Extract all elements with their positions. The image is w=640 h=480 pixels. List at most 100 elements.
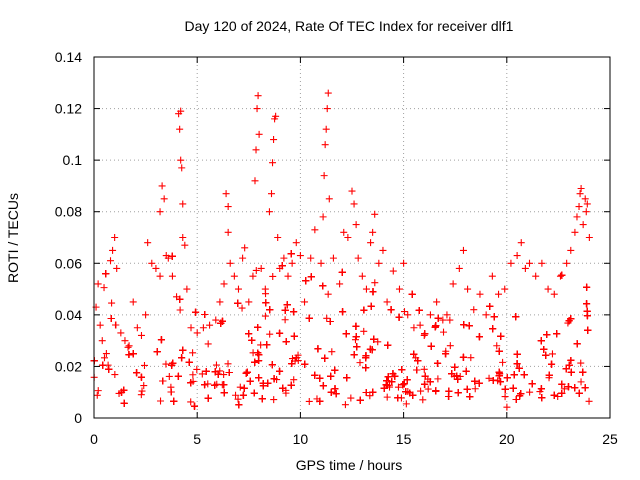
data-point [216,298,224,306]
data-point-band [174,372,182,380]
data-point [585,234,593,241]
data-point-band [350,351,358,359]
data-point [187,324,195,332]
data-point-band [258,395,266,403]
data-point [272,112,280,120]
chart-title: Day 120 of 2024, Rate Of TEC Index for r… [185,18,514,34]
data-point-band [102,270,110,278]
data-point [144,239,152,247]
data-point-band [403,376,411,384]
data-point [410,324,418,332]
data-point-band [486,302,494,310]
data-point-band [415,306,423,314]
data-point [464,285,472,293]
data-point [241,244,249,252]
data-point [276,264,284,272]
data-point-band [554,392,562,400]
data-point-band [410,350,418,358]
data-point [111,234,119,241]
data-point-band [388,378,396,386]
data-point-band [341,401,349,409]
data-point [296,252,304,260]
data-point-band [526,388,534,396]
data-point-band [501,385,509,393]
data-point-band [360,306,368,314]
y-tick-label: 0.02 [55,358,82,374]
data-point-band [571,384,579,392]
data-point-band [408,290,416,298]
data-point [320,172,328,180]
data-point [193,329,201,337]
data-point-band [513,360,521,368]
data-point-band [327,372,335,380]
data-point [362,285,370,293]
data-point [501,285,509,293]
data-point-band [459,353,467,361]
data-point-band [105,365,113,373]
data-point [348,187,356,195]
data-point-band [420,365,428,373]
data-point-band [204,380,212,388]
data-point-band [499,358,507,366]
data-point [575,203,583,211]
data-point-band [192,308,200,316]
data-point-band [382,381,390,389]
data-point-band [169,359,177,367]
data-point-band [250,389,258,397]
data-point-band [307,273,315,281]
data-point [582,208,590,216]
data-point-band [550,391,558,399]
data-point-band [323,314,331,322]
data-point-band [176,306,184,314]
data-point-band [347,394,355,402]
data-point-band [512,395,520,403]
data-point [556,272,564,280]
data-point-band [374,338,382,346]
data-point-band [324,290,332,298]
data-point-band [252,266,260,274]
data-point-band [263,341,271,349]
data-point-band [140,382,148,390]
data-point-band [220,389,228,397]
data-point-band [421,380,429,388]
data-point [261,285,269,293]
data-point-band [240,384,248,392]
data-point-band [217,319,225,327]
data-point [156,208,164,216]
data-point-band [497,332,505,340]
data-point-band [362,352,370,360]
data-point-band [399,381,407,389]
data-point [96,321,104,329]
x-tick-label: 0 [90,431,98,447]
x-axis-title: GPS time / hours [296,457,403,473]
data-point-band [255,374,263,382]
data-point-band [204,394,212,402]
data-point [269,159,277,167]
data-point [329,254,337,262]
data-point [350,200,358,208]
data-point [325,195,333,203]
data-point-band [402,388,410,396]
data-point-band [489,325,497,333]
data-point [395,285,403,293]
data-point-band [290,376,298,384]
x-tick-label: 20 [499,431,515,447]
data-point [270,136,278,144]
data-point [274,234,282,241]
data-point-band [553,330,561,338]
data-point [152,264,160,272]
data-point [340,228,348,236]
data-point-band [165,372,173,380]
data-point [383,298,391,306]
data-point [583,200,591,208]
data-point-band [515,364,523,372]
data-point-band [305,397,313,405]
data-point-band [327,388,335,396]
data-point-band [255,357,263,365]
data-point-band [495,368,503,376]
data-point [94,280,102,288]
grid-layer [94,57,610,418]
data-point [321,141,329,149]
data-point [521,264,529,272]
data-point-band [467,354,475,362]
